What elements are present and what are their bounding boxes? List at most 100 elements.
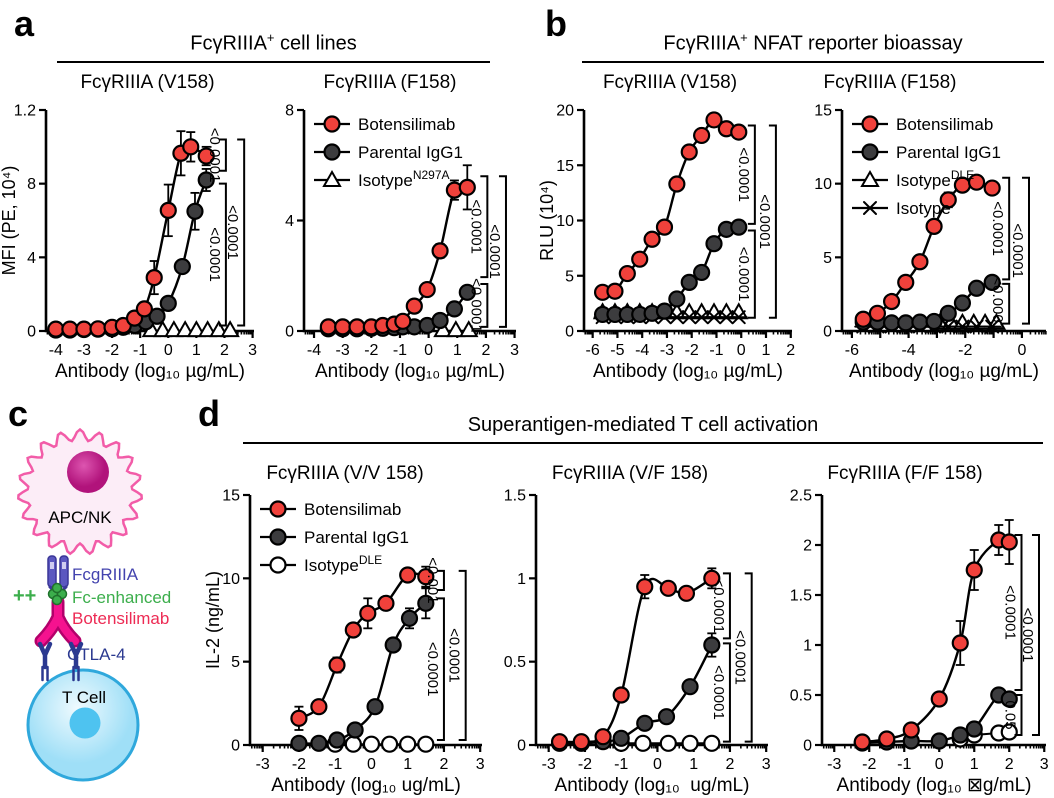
svg-text:<0.0001: <0.0001 [467, 278, 484, 333]
ctla4-label: CTLA-4 [67, 645, 126, 664]
svg-text:<0.0001: <0.0001 [1009, 223, 1026, 278]
svg-text:Botensilimab: Botensilimab [358, 115, 455, 134]
chart-d-vf158: -3 -2 -1 0 1 2 3 0 0.5 1 1.5 Antibody (log₁₀ ug/mL)… [504, 488, 771, 797]
svg-text:0: 0 [231, 738, 240, 755]
svg-text:Antibody (log₁₀ µg/mL): Antibody (log₁₀ µg/mL) [849, 361, 1039, 382]
chart-title-d-vf: FcγRIIIA (V/F 158) [551, 463, 709, 484]
svg-text:2: 2 [803, 538, 812, 555]
svg-text:3: 3 [248, 342, 257, 359]
svg-text:Botensilimab: Botensilimab [304, 500, 401, 519]
apc-nk-label: APC/NK [48, 508, 112, 527]
svg-text:2: 2 [220, 342, 229, 359]
svg-text:IL-2 (ng/mL): IL-2 (ng/mL) [204, 571, 223, 669]
svg-text:4: 4 [285, 213, 294, 230]
mechanism-diagram [17, 427, 143, 782]
svg-text:3: 3 [476, 756, 485, 773]
svg-text:-1: -1 [133, 342, 147, 359]
chart-title-d-vv: FcγRIIIA (V/V 158) [266, 463, 424, 484]
svg-text:1: 1 [403, 756, 412, 773]
svg-text:<0.0001: <0.0001 [446, 628, 463, 683]
svg-text:-4: -4 [307, 342, 321, 359]
svg-text:-2: -2 [862, 756, 876, 773]
svg-text:2: 2 [439, 756, 448, 773]
svg-text:0: 0 [367, 756, 376, 773]
svg-text:-1: -1 [897, 756, 911, 773]
svg-text:<0.0001: <0.0001 [710, 579, 727, 634]
svg-text:MFI (PE, 10⁴): MFI (PE, 10⁴) [0, 166, 19, 276]
svg-text:5: 5 [231, 654, 240, 671]
svg-text:1.5: 1.5 [790, 588, 812, 605]
svg-text:3: 3 [510, 342, 519, 359]
svg-text:10: 10 [556, 213, 574, 230]
svg-text:<0.0001: <0.0001 [486, 224, 503, 279]
svg-text:2.5: 2.5 [790, 488, 812, 505]
svg-text:10: 10 [222, 571, 240, 588]
panel-label-d: d [198, 393, 220, 434]
svg-text:Parental IgG1: Parental IgG1 [896, 143, 1001, 162]
svg-text:2: 2 [1005, 756, 1014, 773]
chart-d-ff158: -3 -2 -1 0 1 2 3 0 0.5 1 1.5 2 2.5 Antibody (log₁₀ ⊠g… [790, 488, 1049, 797]
svg-text:Antibody (log₁₀ ug/mL): Antibody (log₁₀ ug/mL) [555, 775, 750, 796]
svg-text:IsotypeN297A: IsotypeN297A [358, 168, 450, 190]
svg-text:0: 0 [653, 756, 662, 773]
svg-text:<0.0001: <0.0001 [732, 630, 749, 685]
svg-text:-2: -2 [578, 756, 592, 773]
svg-text:<0.0001: <0.0001 [1019, 608, 1036, 663]
tcell-label: T Cell [61, 688, 107, 707]
apc-nucleus [67, 451, 109, 493]
chart-title-a-f158: FcγRIIIA (F158) [323, 72, 457, 93]
svg-text:-3: -3 [77, 342, 91, 359]
svg-text:Antibody (log₁₀ µg/mL): Antibody (log₁₀ µg/mL) [55, 361, 245, 382]
svg-text:<0.0001: <0.0001 [735, 147, 752, 202]
ctla4-receptor-icon [37, 641, 84, 682]
svg-text:0: 0 [27, 324, 36, 341]
svg-text:-1: -1 [393, 342, 407, 359]
svg-text:1: 1 [192, 342, 201, 359]
svg-text:-1: -1 [709, 342, 723, 359]
svg-text:1: 1 [970, 756, 979, 773]
botensilimab-antibody-icon [34, 595, 82, 648]
svg-text:0: 0 [737, 342, 746, 359]
chart-d-vv158: -3 -2 -1 0 1 2 3 0 5 10 15 Antibody (log₁₀ ug/mL) IL… [204, 488, 485, 797]
svg-text:<0.0001: <0.0001 [206, 128, 223, 183]
svg-text:-1: -1 [328, 756, 342, 773]
svg-text:<0.0001: <0.0001 [756, 194, 773, 249]
svg-text:RLU (10⁴): RLU (10⁴) [538, 180, 557, 261]
svg-text:-3: -3 [660, 342, 674, 359]
svg-text:<0.001: <0.001 [424, 557, 441, 603]
svg-text:1.5: 1.5 [504, 488, 526, 505]
svg-text:0: 0 [285, 324, 294, 341]
svg-text:-6: -6 [845, 342, 859, 359]
chart-title-b-f158: FcγRIIIA (F158) [823, 72, 957, 93]
chart-a-v158: -4 -3 -2 -1 0 1 2 3 0 4 8 1.2 Antibody (log₁₀ µg/mL)… [0, 103, 257, 383]
svg-text:-4: -4 [49, 342, 63, 359]
svg-text:-2: -2 [105, 342, 119, 359]
svg-text:Botensilimab: Botensilimab [896, 115, 993, 134]
apc-cell-body [17, 427, 143, 556]
svg-text:0: 0 [517, 738, 526, 755]
header-panel-b: FcγRIIIA+ NFAT reporter bioassay [582, 30, 1044, 63]
svg-text:20: 20 [556, 103, 574, 120]
chart-a-f158: -4 -3 -2 -1 0 1 2 3 0 4 8 Antibody (log₁₀ µg/mL) <0.… [285, 103, 519, 383]
svg-text:15: 15 [222, 488, 240, 505]
svg-text:-2: -2 [292, 756, 306, 773]
botensilimab-label: Botensilimab [72, 609, 170, 628]
svg-text:<0.0001: <0.0001 [1002, 585, 1019, 640]
svg-text:-3: -3 [256, 756, 270, 773]
svg-text:0: 0 [565, 324, 574, 341]
svg-text:0.5: 0.5 [790, 688, 812, 705]
svg-text:1: 1 [453, 342, 462, 359]
svg-text:5: 5 [565, 268, 574, 285]
chart-b-f158: -6 -4 -2 0 0 5 10 15 Antibody (log₁₀ µg/mL) <0.00… [814, 103, 1047, 382]
svg-text:-2: -2 [685, 342, 699, 359]
svg-text:0: 0 [164, 342, 173, 359]
svg-text:10: 10 [814, 176, 832, 193]
svg-text:1: 1 [517, 571, 526, 588]
svg-text:1.2: 1.2 [14, 103, 36, 120]
svg-text:4: 4 [27, 250, 36, 267]
svg-text:0.5: 0.5 [504, 654, 526, 671]
svg-text:3: 3 [762, 756, 771, 773]
svg-text:2: 2 [481, 342, 490, 359]
svg-text:0: 0 [1017, 342, 1026, 359]
svg-text:-3: -3 [336, 342, 350, 359]
